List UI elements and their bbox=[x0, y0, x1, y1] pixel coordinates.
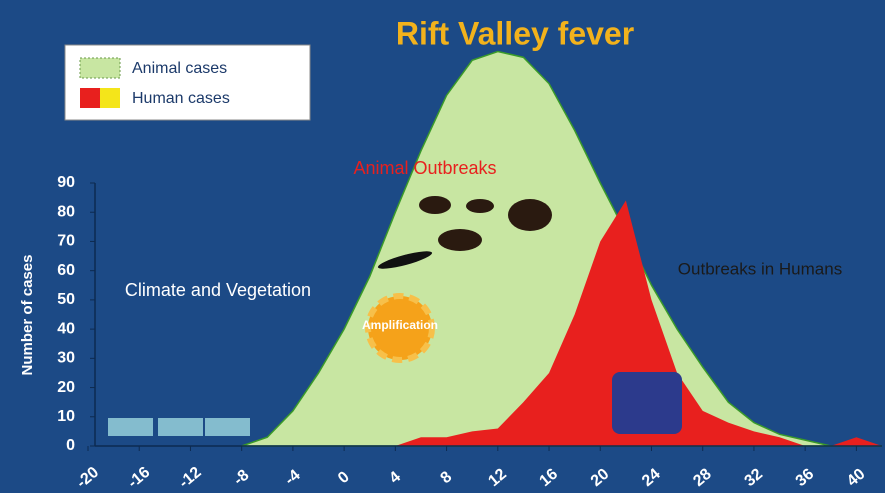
y-tick-label: 0 bbox=[66, 437, 75, 454]
vegetation-icon bbox=[108, 418, 153, 436]
legend-box bbox=[65, 45, 310, 120]
legend-swatch bbox=[80, 58, 120, 78]
goat-icon bbox=[419, 196, 451, 214]
camel-icon bbox=[508, 199, 552, 231]
y-tick-label: 10 bbox=[57, 408, 75, 425]
y-tick-label: 30 bbox=[57, 350, 75, 367]
chart: Rift Valley fever 0102030405060708090-20… bbox=[0, 0, 885, 493]
y-tick-label: 60 bbox=[57, 262, 75, 279]
goat-icon bbox=[466, 199, 494, 213]
y-tick-label: 50 bbox=[57, 291, 75, 308]
y-tick-label: 80 bbox=[57, 203, 75, 220]
y-tick-label: 20 bbox=[57, 379, 75, 396]
annotation: Amplification bbox=[362, 318, 438, 332]
people-icon bbox=[612, 372, 682, 434]
cow-icon bbox=[438, 229, 482, 251]
annotation: Outbreaks in Humans bbox=[678, 259, 842, 278]
chart-title: Rift Valley fever bbox=[396, 15, 634, 51]
y-tick-label: 70 bbox=[57, 233, 75, 250]
legend-label: Human cases bbox=[132, 90, 230, 107]
y-tick-label: 40 bbox=[57, 320, 75, 337]
y-tick-label: 90 bbox=[57, 174, 75, 191]
legend-swatch bbox=[80, 88, 100, 108]
vegetation-icon bbox=[158, 418, 203, 436]
legend-swatch bbox=[100, 88, 120, 108]
annotation: Animal Outbreaks bbox=[353, 158, 496, 178]
annotation: Climate and Vegetation bbox=[125, 280, 311, 300]
legend-label: Animal cases bbox=[132, 60, 227, 77]
vegetation-icon bbox=[205, 418, 250, 436]
y-axis-label: Number of cases bbox=[19, 255, 36, 376]
